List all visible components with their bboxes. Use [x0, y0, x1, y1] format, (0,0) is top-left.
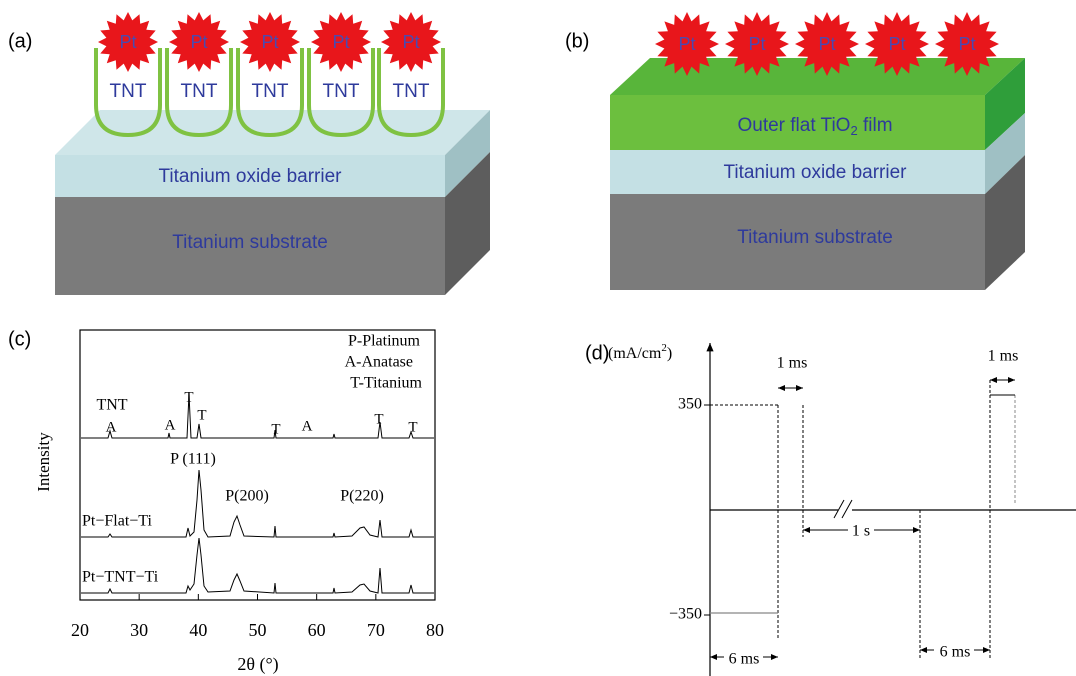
y-tick-label: −350	[669, 606, 702, 623]
particle-label: Pt	[958, 34, 975, 54]
x-tick-label: 80	[426, 620, 444, 640]
panel-label: (a)	[8, 30, 32, 52]
x-tick-label: 20	[71, 620, 89, 640]
legend-entry: A-Anatase	[345, 354, 413, 371]
substrate-label: Titanium substrate	[172, 232, 328, 253]
particle-label: Pt	[190, 32, 207, 52]
peak-label: T	[197, 407, 206, 423]
tube-label: TNT	[323, 81, 360, 102]
peak-label: T	[408, 419, 417, 435]
film-label: Outer flat TiO2 film	[737, 115, 892, 138]
tube-label: TNT	[252, 81, 289, 102]
peak-label: P(200)	[225, 488, 269, 505]
particle-label: Pt	[261, 32, 278, 52]
figure: (a) Titanium oxide barrier Titanium subs…	[0, 0, 1076, 676]
particle-label: Pt	[818, 34, 835, 54]
x-axis-label: 2θ (°)	[237, 654, 278, 675]
panel-c: (c) P-Platinum A-Anatase T-Titanium Inte…	[8, 328, 444, 675]
annotation: 1 s	[852, 523, 870, 540]
peak-label: A	[302, 418, 313, 434]
annotation: 1 ms	[988, 348, 1019, 365]
tube-label: TNT	[110, 81, 147, 102]
y-tick-label: 350	[678, 396, 702, 413]
legend-entry: T-Titanium	[350, 375, 422, 392]
annotation: 6 ms	[940, 644, 971, 661]
peak-label: P(220)	[340, 488, 384, 505]
panel-label: (b)	[565, 30, 589, 52]
panel-label: (c)	[8, 328, 31, 350]
barrier-label: Titanium oxide barrier	[158, 166, 342, 187]
sample-label: TNT	[96, 397, 127, 414]
peak-label: T	[271, 421, 280, 437]
panel-d: (d) (mA/cm2) 1 ms 1 ms 1 s 6 ms 6 ms 350…	[585, 342, 1076, 676]
peak-label: T	[184, 389, 193, 405]
barrier-label: Titanium oxide barrier	[723, 162, 907, 183]
particle-label: Pt	[888, 34, 905, 54]
substrate-label: Titanium substrate	[737, 227, 893, 248]
y-axis-label: Intensity	[34, 432, 53, 492]
particle-label: Pt	[332, 32, 349, 52]
x-tick-label: 30	[130, 620, 148, 640]
peak-label: A	[165, 417, 176, 433]
x-tick-label: 70	[367, 620, 385, 640]
peak-label: T	[374, 411, 383, 427]
annotation: 6 ms	[729, 651, 760, 668]
panel-b: (b) Outer flat TiO2 film Titanium oxide …	[565, 12, 1025, 290]
particle-label: Pt	[678, 34, 695, 54]
legend-entry: P-Platinum	[348, 333, 421, 350]
peak-label: A	[106, 419, 117, 435]
particle-label: Pt	[119, 32, 136, 52]
peak-label: P (111)	[170, 451, 216, 468]
particle-label: Pt	[402, 32, 419, 52]
x-tick-label: 50	[249, 620, 267, 640]
panel-a: (a) Titanium oxide barrier Titanium subs…	[8, 12, 490, 295]
annotation: 1 ms	[777, 355, 808, 372]
sample-label: Pt−Flat−Ti	[82, 513, 152, 530]
x-tick-label: 40	[189, 620, 207, 640]
sample-label: Pt−TNT−Ti	[82, 569, 159, 586]
particle-label: Pt	[748, 34, 765, 54]
tube-label: TNT	[181, 81, 218, 102]
panel-label: (d)	[585, 342, 609, 364]
unit-label: (mA/cm2)	[608, 342, 672, 362]
tube-label: TNT	[393, 81, 430, 102]
x-tick-label: 60	[308, 620, 326, 640]
